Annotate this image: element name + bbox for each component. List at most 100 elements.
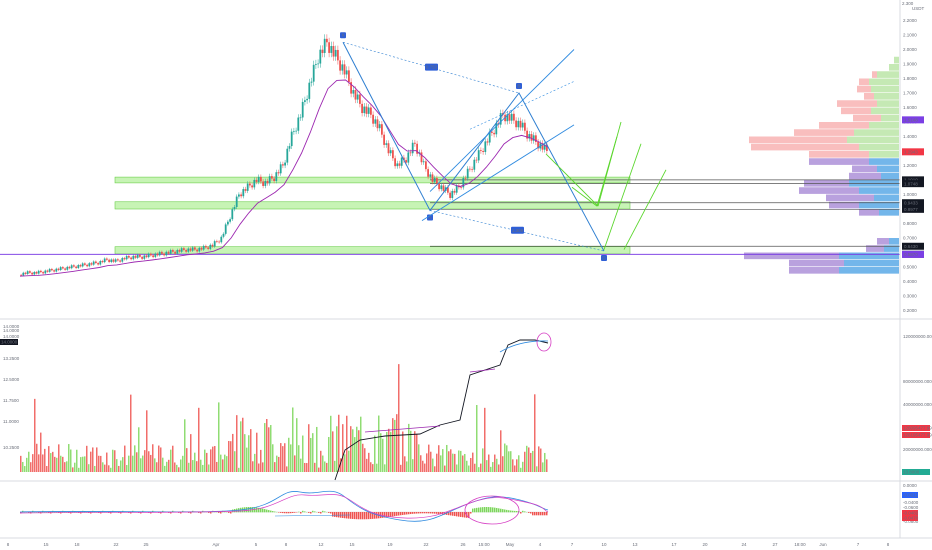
volume-bar — [300, 458, 302, 472]
osc-histogram-bar — [418, 512, 420, 514]
candle-body — [394, 158, 396, 167]
volume-bar — [356, 426, 358, 472]
candle-body — [420, 152, 423, 163]
profile-bar-red — [819, 122, 869, 129]
volume-bar — [62, 456, 64, 472]
volume-bar — [374, 435, 376, 472]
profile-bar-mid — [847, 136, 899, 144]
osc-histogram-bar — [460, 512, 462, 517]
volume-bar — [224, 454, 226, 472]
candle-body — [48, 268, 51, 272]
volume-bar — [476, 405, 478, 472]
candle-body — [475, 159, 478, 161]
osc-histogram-bar — [310, 512, 312, 514]
price-tick-label: 0.4000 — [903, 279, 917, 284]
candle-body — [414, 142, 416, 144]
candle-body — [477, 150, 480, 161]
osc-histogram-bar — [170, 512, 172, 514]
time-tick-label: 13 — [632, 542, 638, 547]
volume-bar — [236, 415, 238, 472]
volume-bar — [220, 454, 222, 472]
time-axis[interactable]: 8 15 18 22 25 Apr 5 8 12 15 19 22 26 15:00 May 4 7 10 13 17… — [7, 542, 890, 547]
candle-body — [425, 161, 427, 170]
candle-body — [253, 179, 256, 188]
osc-histogram-bar — [516, 510, 518, 513]
volume-bar — [540, 448, 542, 472]
volume-bar — [86, 445, 88, 472]
osc-histogram-bar — [396, 512, 398, 516]
pattern-point-badge — [516, 83, 522, 89]
volume-bar — [518, 455, 520, 472]
osc-histogram-bar — [514, 510, 516, 513]
price-tick-label: 1.6000 — [903, 105, 917, 110]
pattern-point-label: A — [428, 215, 431, 220]
price-tag — [902, 250, 924, 258]
time-tick-label: 22 — [113, 542, 119, 547]
osc-histogram-bar — [374, 512, 376, 519]
candle-body — [429, 174, 432, 177]
osc-histogram-bar — [358, 512, 360, 520]
osc-histogram-bar — [366, 512, 368, 520]
volume-bar — [58, 444, 60, 472]
candle-body — [266, 181, 269, 184]
volume-bar — [64, 462, 66, 472]
volume-bar — [266, 419, 268, 472]
volume-bar — [504, 443, 506, 472]
volume-left-tick: 14.0000 — [3, 334, 20, 339]
osc-histogram-bar — [428, 512, 430, 514]
volume-bar — [298, 445, 300, 472]
volume-bar — [452, 453, 454, 472]
volume-right-tick: 40000000.0000 — [903, 402, 932, 407]
volume-bar — [392, 418, 394, 472]
volume-bar — [470, 458, 472, 472]
volume-bar — [466, 460, 468, 472]
osc-histogram-bar — [308, 512, 310, 513]
divergence-line — [469, 368, 496, 373]
price-tick-label: 1.8000 — [903, 76, 917, 81]
volume-bar — [112, 449, 114, 472]
pattern-point-badge — [340, 32, 346, 39]
volume-bar — [406, 461, 408, 472]
volume-bar — [534, 394, 536, 472]
volume-bar — [106, 452, 108, 472]
time-tick-label: 5 — [255, 542, 258, 547]
profile-bar-red — [841, 107, 871, 115]
candle-body — [389, 150, 392, 154]
volume-left-tick: 11.7500 — [3, 398, 19, 403]
volume-bar — [258, 463, 260, 472]
profile-bar-mid — [877, 100, 899, 107]
volume-bar — [512, 459, 514, 472]
candle-body — [460, 187, 462, 188]
volume-bar — [32, 454, 34, 472]
price-tag — [902, 199, 924, 207]
candle-body — [97, 263, 99, 265]
osc-signal-line — [19, 494, 549, 519]
highlight-circle — [536, 332, 552, 352]
candle-body — [495, 123, 498, 135]
volume-bar — [328, 436, 330, 472]
candle-body — [130, 257, 132, 260]
candle-body — [136, 254, 139, 258]
volume-bar — [546, 459, 548, 472]
osc-histogram-bar — [368, 512, 370, 520]
time-tick-label: 15 — [43, 542, 49, 547]
osc-tag — [902, 510, 918, 516]
candle-body — [407, 152, 410, 163]
volume-bar — [182, 455, 184, 472]
osc-histogram-bar — [424, 512, 426, 514]
volume-bar — [114, 450, 116, 472]
osc-histogram-bar — [450, 512, 452, 516]
osc-histogram-bar — [292, 512, 294, 513]
volume-right-tick: 20000000.0000 — [903, 447, 932, 452]
volume-bar — [508, 451, 510, 472]
osc-histogram-bar — [390, 512, 392, 517]
candle-body — [240, 194, 242, 197]
volume-bar — [544, 452, 546, 472]
osc-histogram-bar — [444, 512, 446, 515]
osc-histogram-bar — [438, 512, 440, 514]
volume-bar — [132, 455, 134, 472]
candle-body — [40, 270, 42, 273]
time-tick-label: 18:00 — [794, 542, 806, 547]
